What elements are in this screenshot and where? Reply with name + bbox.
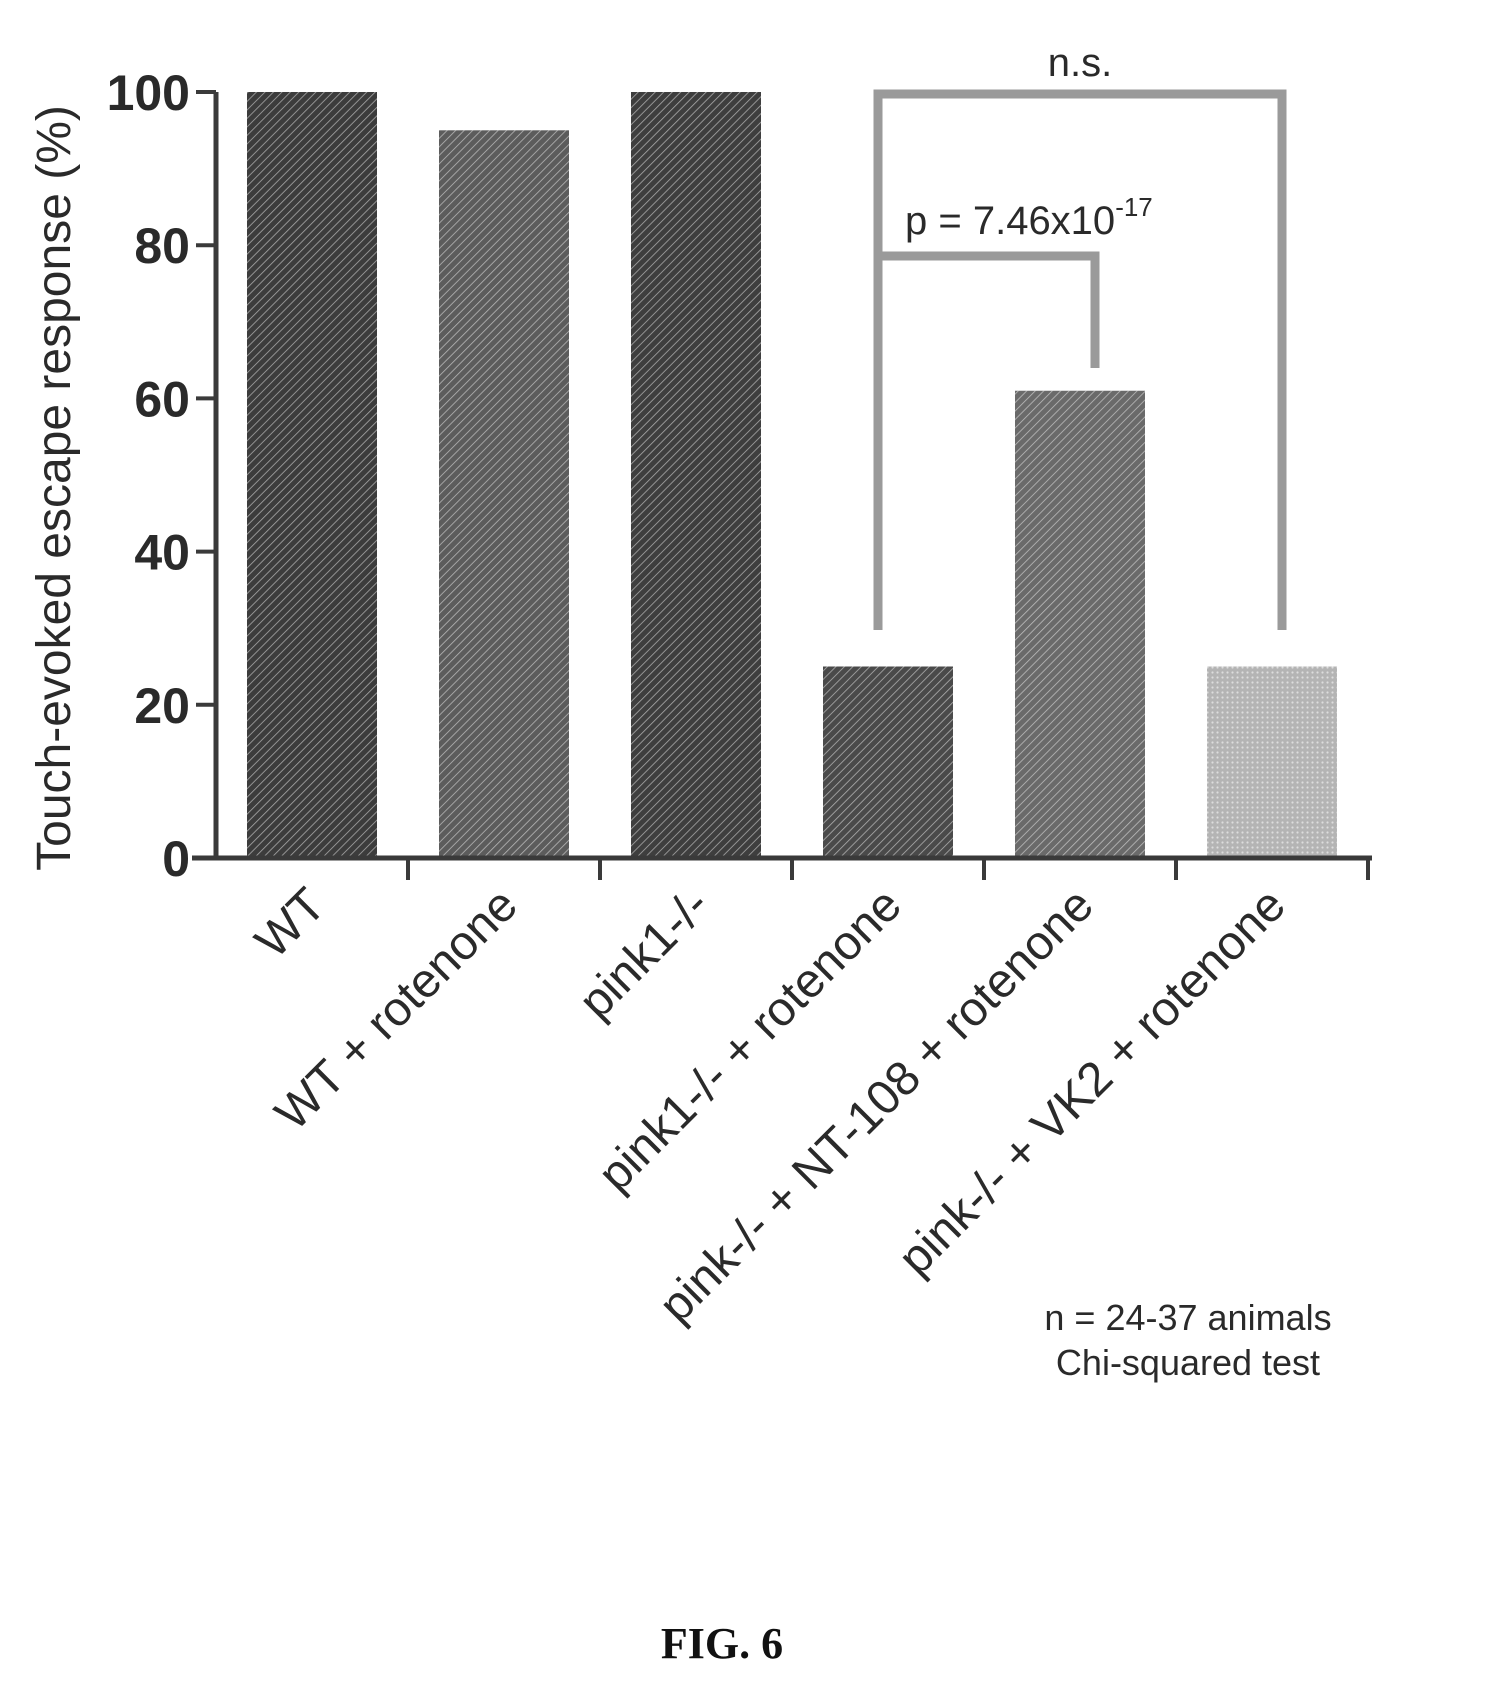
- bars-layer: [247, 92, 1337, 859]
- bracket-ns: [873, 89, 1287, 630]
- x-category-label: pink-/- + VK2 + rotenone: [888, 878, 1295, 1285]
- y-tick-label: 20: [134, 678, 190, 734]
- bar-texture-5: [1207, 666, 1337, 858]
- ticks-layer: [196, 90, 1370, 880]
- y-axis-label: Touch-evoked escape response (%): [28, 105, 81, 871]
- x-category-label: pink1-/-: [569, 878, 720, 1029]
- brackets-layer: [873, 89, 1287, 630]
- bracket-ns-label: n.s.: [1048, 41, 1112, 85]
- y-tick-label: 80: [134, 218, 190, 274]
- y-tick-label: 60: [134, 371, 190, 427]
- note-test: Chi-squared test: [1056, 1342, 1320, 1383]
- bar-texture-4: [1015, 390, 1145, 858]
- x-category-label: WT: [246, 878, 336, 968]
- bracket-p: [878, 251, 1100, 368]
- bar-texture-0: [247, 92, 377, 858]
- bar-texture-3: [823, 666, 953, 858]
- y-tick-label: 0: [162, 831, 190, 887]
- bar-texture-2: [631, 92, 761, 858]
- bracket-p-exponent: -17: [1115, 192, 1153, 222]
- y-tick-label: 40: [134, 525, 190, 581]
- bar-texture-1: [439, 130, 569, 859]
- figure-caption: FIG. 6: [661, 1619, 783, 1668]
- bracket-p-label: p = 7.46x10-17: [905, 192, 1153, 243]
- y-tick-label: 100: [107, 65, 190, 121]
- note-sample-size: n = 24-37 animals: [1044, 1297, 1331, 1338]
